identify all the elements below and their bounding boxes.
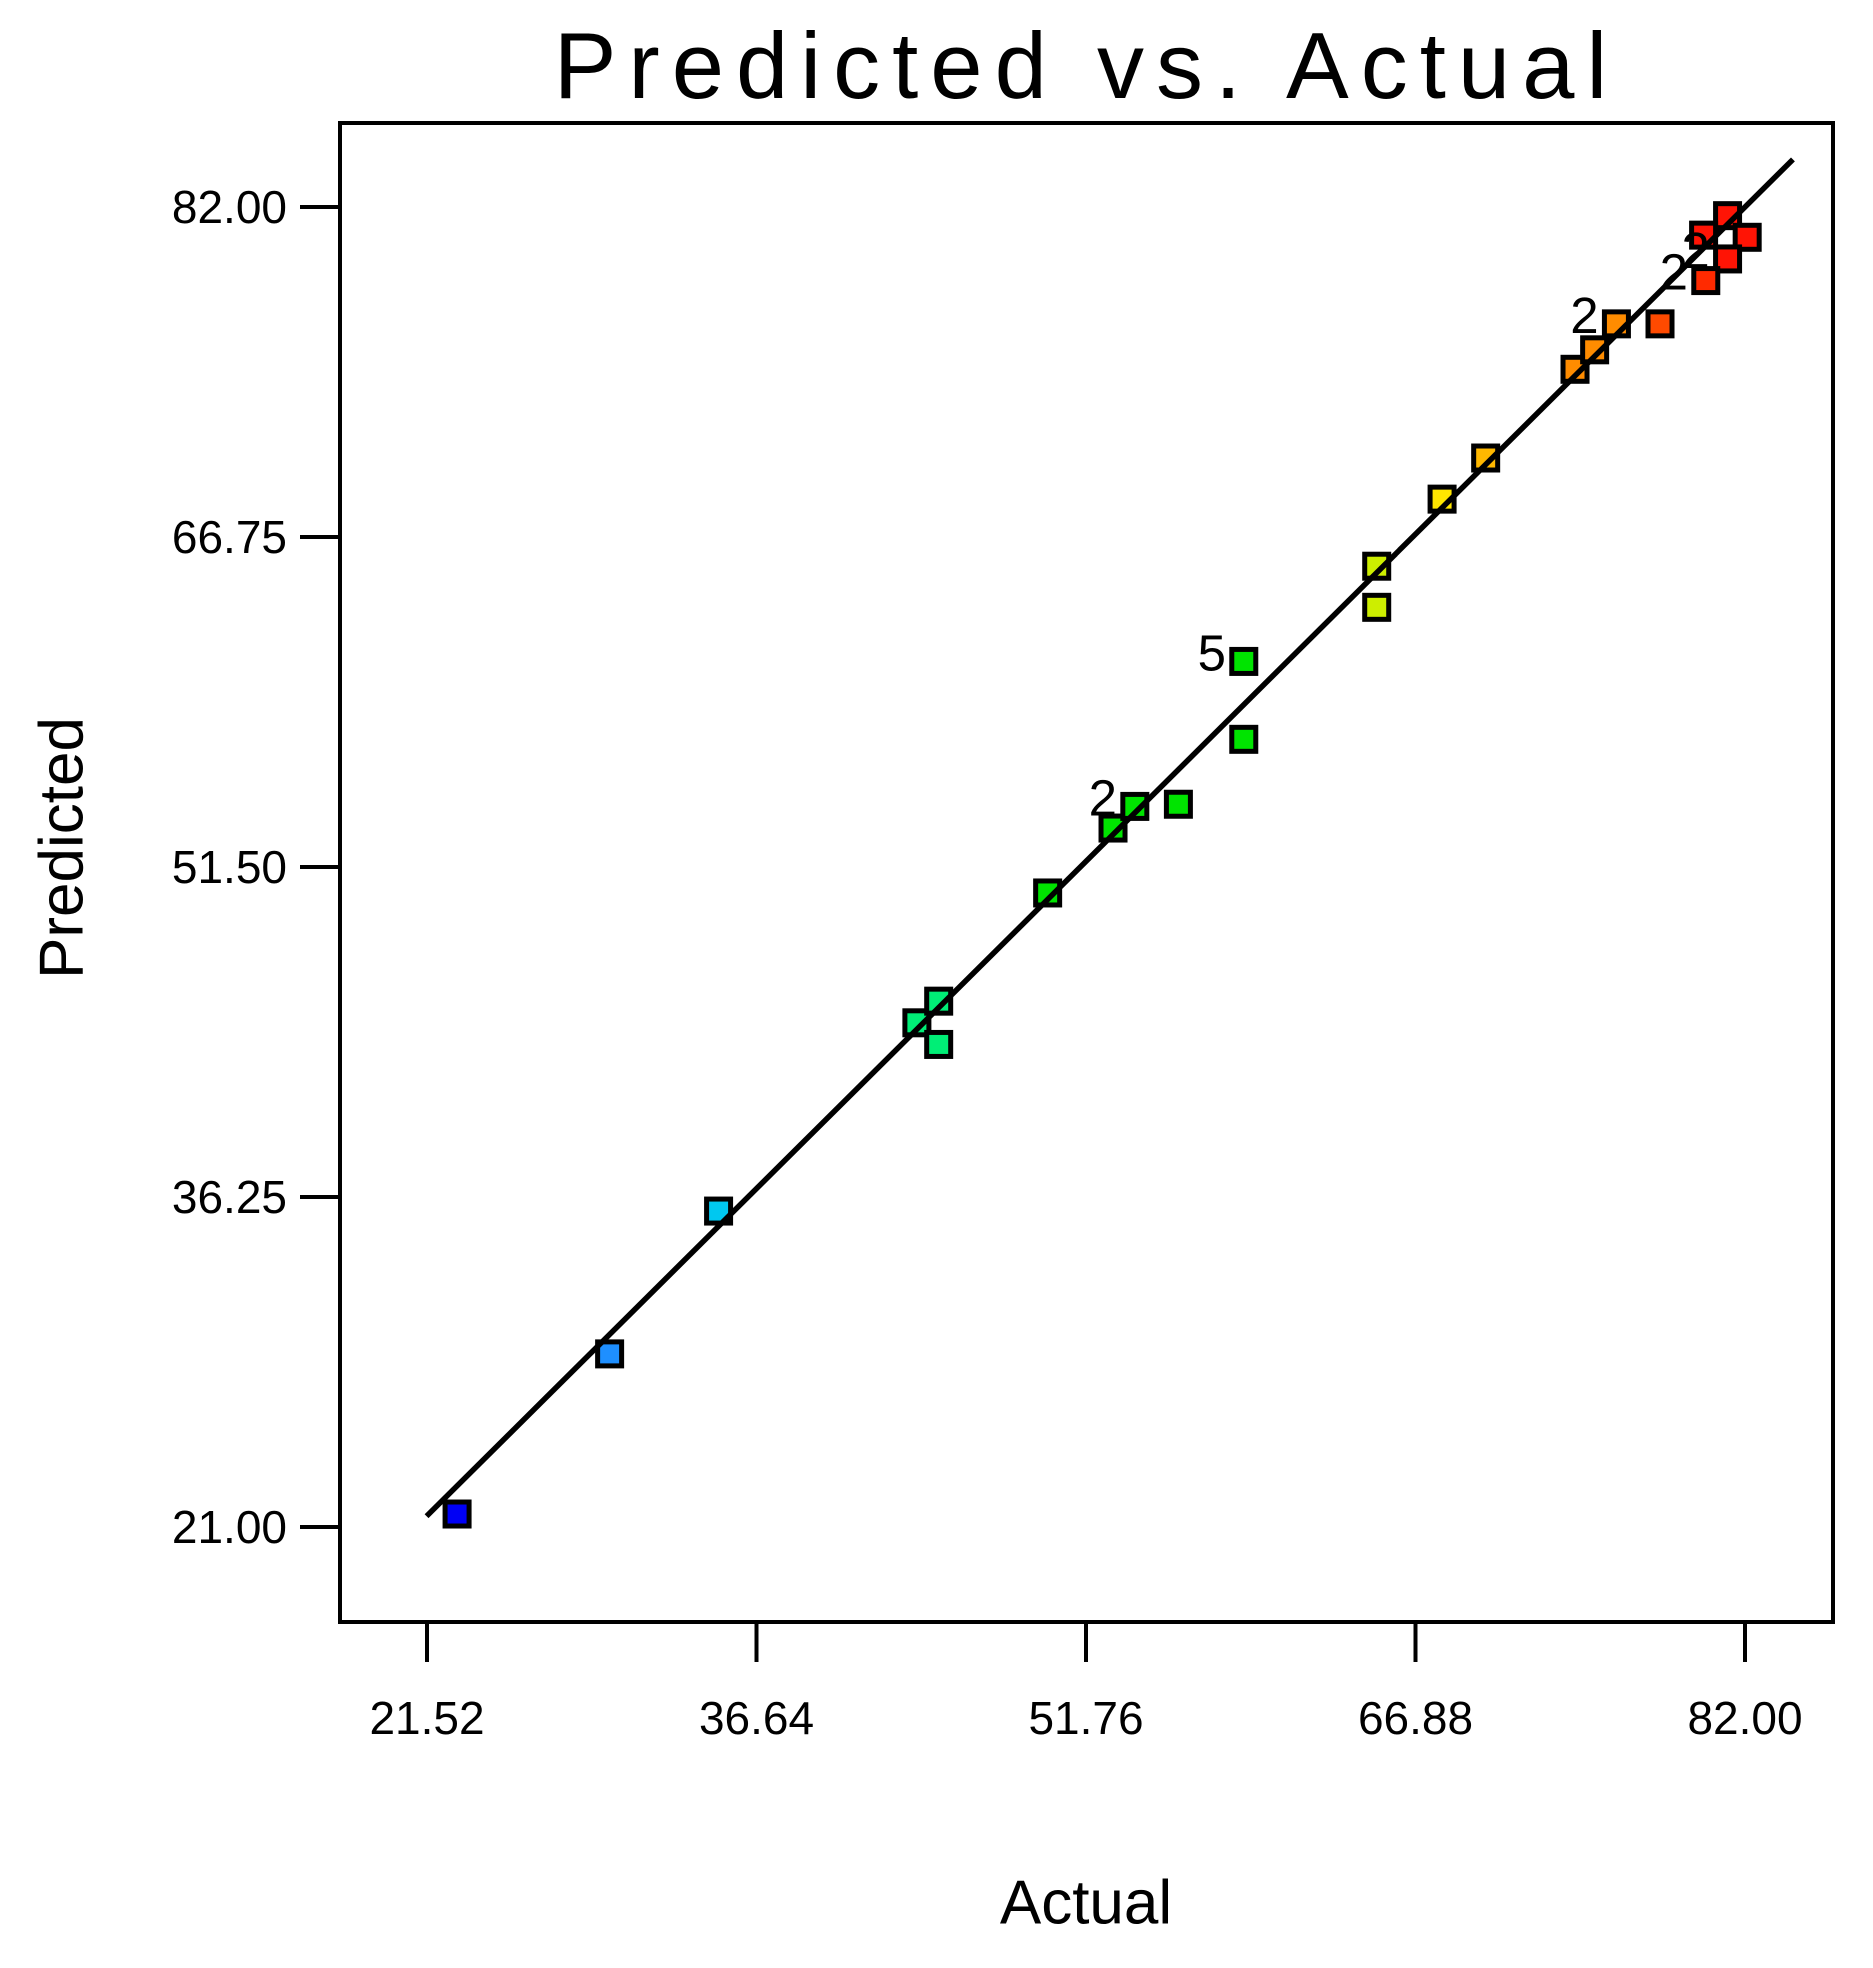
identity-line xyxy=(424,157,1795,1519)
data-point xyxy=(924,1029,954,1059)
data-point xyxy=(1362,592,1392,622)
overlap-count-label: 2 xyxy=(1570,287,1598,344)
data-point xyxy=(442,1499,472,1529)
chart-title: Predicted vs. Actual xyxy=(553,13,1620,118)
y-tick-label: 36.25 xyxy=(172,1171,287,1223)
overlap-count-label: 2 xyxy=(1089,769,1117,826)
x-tick-label: 82.00 xyxy=(1687,1692,1802,1744)
y-tick-label: 82.00 xyxy=(172,181,287,233)
overlap-count-label: 2 xyxy=(1660,244,1688,301)
data-point xyxy=(1691,266,1721,296)
y-tick-label: 66.75 xyxy=(172,511,287,563)
x-tick-label: 51.76 xyxy=(1028,1692,1143,1744)
data-point xyxy=(1645,309,1675,339)
x-tick-label: 36.64 xyxy=(699,1692,814,1744)
data-point xyxy=(1163,789,1193,819)
overlap-count-label: 2 xyxy=(1681,222,1709,279)
overlap-count-label: 5 xyxy=(1198,624,1226,681)
y-tick-label: 51.50 xyxy=(172,841,287,893)
data-point xyxy=(1229,646,1259,676)
x-tick-label: 66.88 xyxy=(1358,1692,1473,1744)
x-tick-label: 21.52 xyxy=(369,1692,484,1744)
x-axis-title: Actual xyxy=(999,1868,1173,1938)
data-point xyxy=(1229,724,1259,754)
y-tick-label: 21.00 xyxy=(172,1501,287,1553)
